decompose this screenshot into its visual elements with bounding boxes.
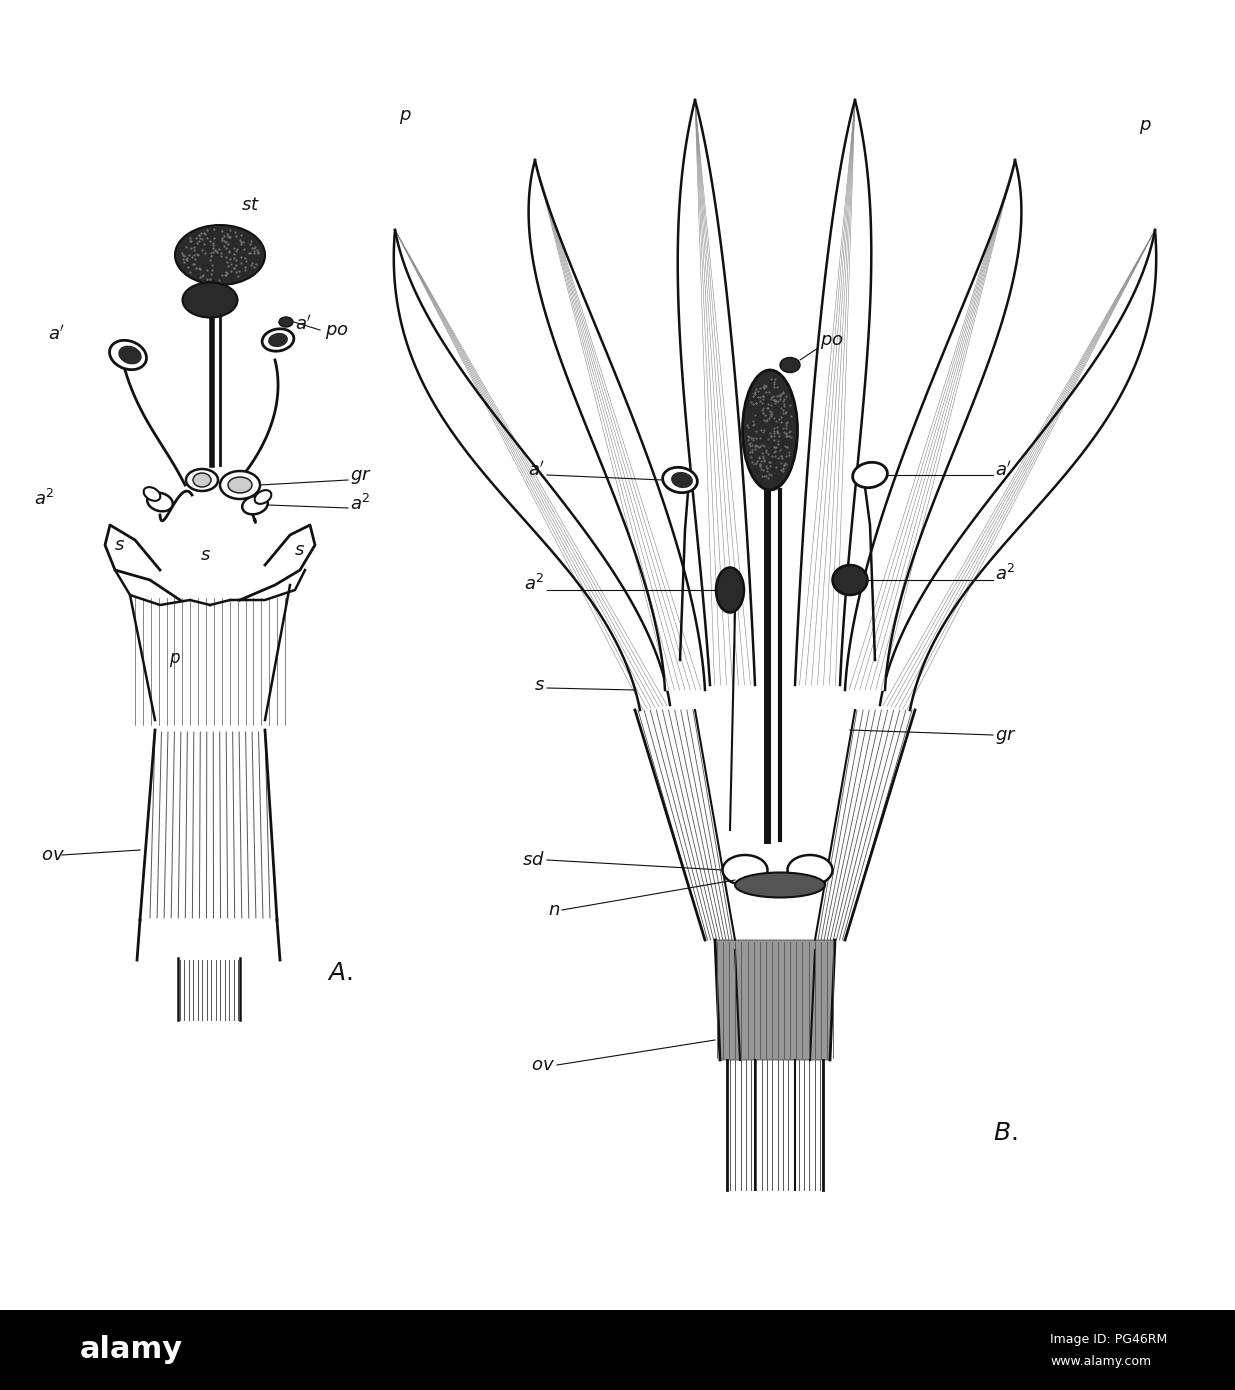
Text: $po$: $po$ [325,322,348,341]
Text: $sd$: $sd$ [522,851,545,869]
Text: $a^2$: $a^2$ [350,493,370,514]
Bar [0,1309,1235,1390]
Text: $a^2$: $a^2$ [35,489,56,509]
Ellipse shape [220,471,261,499]
Ellipse shape [832,564,867,595]
Ellipse shape [781,357,800,373]
Text: www.alamy.com: www.alamy.com [1050,1355,1151,1369]
Polygon shape [845,160,1021,689]
Text: $po$: $po$ [820,334,844,352]
Ellipse shape [663,467,698,492]
Ellipse shape [788,855,832,885]
Text: $s$: $s$ [115,537,126,555]
Ellipse shape [254,491,272,503]
Ellipse shape [262,329,294,352]
Text: $a'$: $a'$ [48,325,65,343]
Ellipse shape [143,486,161,500]
Ellipse shape [716,567,743,613]
Text: $p$: $p$ [169,651,180,669]
Text: $ov$: $ov$ [531,1056,555,1074]
Ellipse shape [735,873,825,898]
Text: $A.$: $A.$ [327,962,353,986]
Text: alamy: alamy [80,1336,183,1365]
Ellipse shape [175,225,266,285]
Text: $a'$: $a'$ [295,316,312,334]
Text: $p$: $p$ [1139,118,1151,136]
Ellipse shape [228,477,252,493]
Polygon shape [795,100,871,685]
Text: $s$: $s$ [200,546,210,564]
Ellipse shape [110,341,147,370]
Polygon shape [715,940,835,1061]
Ellipse shape [147,492,173,512]
Ellipse shape [242,496,268,514]
Text: $ov$: $ov$ [41,847,65,865]
Ellipse shape [671,471,693,488]
Ellipse shape [279,317,293,327]
Text: $a^2$: $a^2$ [525,574,545,594]
Polygon shape [529,160,705,689]
Text: $n$: $n$ [548,901,559,919]
Text: $st$: $st$ [241,196,259,214]
Text: $s$: $s$ [534,676,545,694]
Text: $a'$: $a'$ [995,460,1013,480]
Text: $p$: $p$ [399,108,411,126]
Ellipse shape [852,463,888,488]
Polygon shape [394,229,671,710]
Text: $gr$: $gr$ [995,727,1016,746]
Text: $s$: $s$ [294,541,305,559]
Ellipse shape [119,346,142,364]
Text: $B.$: $B.$ [993,1122,1018,1145]
Text: $a^2$: $a^2$ [995,564,1015,584]
Ellipse shape [193,473,211,486]
Text: $a'$: $a'$ [527,460,545,480]
Text: Image ID: PG46RM: Image ID: PG46RM [1050,1333,1167,1347]
Text: $gr$: $gr$ [350,467,372,486]
Ellipse shape [742,370,798,491]
Polygon shape [678,100,755,685]
Ellipse shape [183,282,237,317]
Polygon shape [881,229,1156,710]
Ellipse shape [268,332,288,348]
Ellipse shape [722,855,767,885]
Ellipse shape [186,468,219,491]
